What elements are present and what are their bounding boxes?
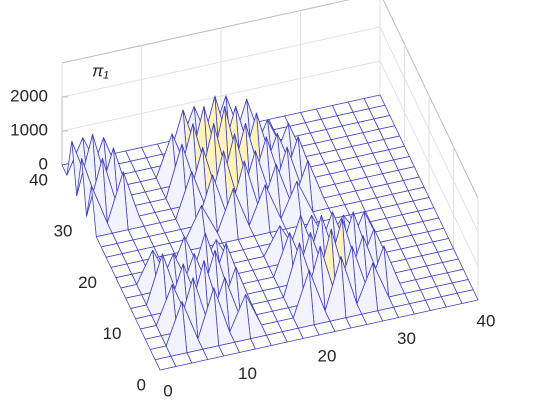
- x-tick-label: 10: [238, 364, 257, 383]
- grid-line: [61, 26, 381, 98]
- x-tick-label: 40: [477, 311, 496, 330]
- grid-line: [61, 60, 381, 132]
- z-axis-label: π₁: [92, 61, 109, 80]
- z-tick-label: 2000: [10, 86, 48, 105]
- x-tick-label: 0: [163, 381, 172, 400]
- mesh-cell: [154, 355, 177, 371]
- y-tick-label: 40: [29, 170, 48, 189]
- z-tick-label: 0: [39, 154, 48, 173]
- y-tick-label: 0: [137, 375, 146, 394]
- x-tick-label: 30: [397, 329, 416, 348]
- y-tick-label: 10: [103, 324, 122, 343]
- y-tick-label: 20: [78, 273, 97, 292]
- grid-line: [379, 26, 479, 233]
- x-tick-label: 20: [318, 346, 337, 365]
- y-tick-label: 30: [54, 222, 73, 241]
- z-tick-label: 1000: [10, 120, 48, 139]
- grid-line: [379, 60, 479, 267]
